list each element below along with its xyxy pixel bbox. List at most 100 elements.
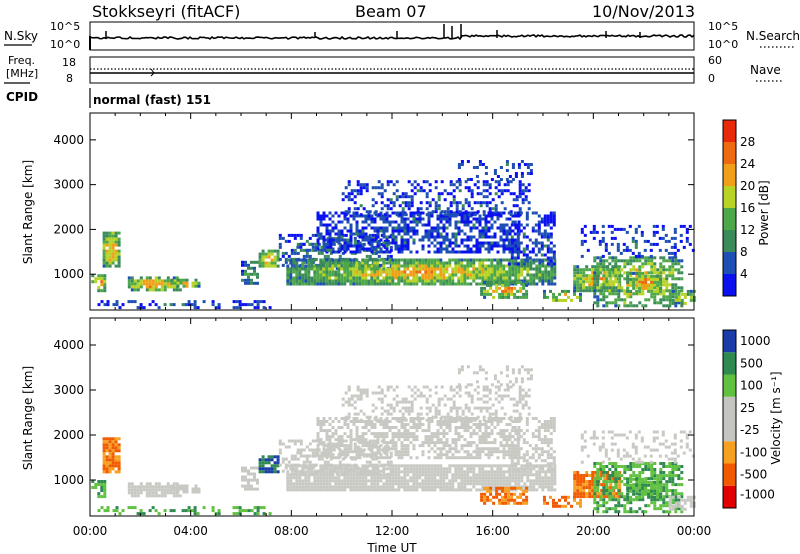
- power-cell: [442, 261, 446, 265]
- power-cell: [502, 247, 506, 251]
- velocity-cell: [281, 460, 285, 464]
- velocity-cell: [103, 489, 107, 492]
- power-cell: [608, 286, 612, 290]
- velocity-cell: [430, 476, 434, 480]
- velocity-cell: [406, 450, 410, 454]
- power-cell: [382, 250, 386, 254]
- velocity-cell: [535, 470, 539, 474]
- velocity-cell: [97, 492, 101, 496]
- velocity-cell: [304, 470, 308, 474]
- power-cell: [313, 273, 317, 277]
- power-cell: [403, 211, 407, 215]
- power-cell: [650, 280, 654, 284]
- power-cell: [105, 243, 109, 247]
- power-cell: [102, 261, 106, 265]
- power-cell: [105, 249, 109, 253]
- power-cell: [136, 282, 140, 286]
- power-cell: [262, 300, 266, 304]
- velocity-cell: [511, 467, 515, 471]
- velocity-cell: [493, 470, 497, 474]
- velocity-cell: [472, 432, 476, 436]
- power-cell: [540, 259, 544, 263]
- power-cell: [145, 276, 149, 280]
- velocity-cell: [328, 488, 332, 492]
- power-cell: [473, 201, 477, 205]
- power-cell: [443, 210, 447, 214]
- power-cell: [634, 254, 638, 258]
- power-cell: [522, 286, 526, 290]
- power-cell: [481, 244, 485, 248]
- power-cell: [368, 233, 372, 237]
- velocity-cell: [499, 473, 503, 477]
- velocity-cell: [136, 491, 140, 495]
- velocity-cell: [111, 455, 115, 459]
- power-cell: [519, 280, 523, 284]
- power-cell: [412, 229, 416, 233]
- velocity-cell: [460, 426, 464, 429]
- power-cell: [352, 244, 356, 248]
- velocity-cell: [108, 470, 112, 474]
- power-cell: [529, 282, 533, 286]
- velocity-cell: [241, 484, 244, 488]
- velocity-cell: [370, 453, 374, 457]
- power-cell: [483, 295, 487, 299]
- velocity-cell: [346, 444, 350, 448]
- velocity-cell: [484, 423, 488, 426]
- power-cell: [460, 211, 464, 215]
- velocity-cell: [310, 488, 314, 492]
- power-cell: [114, 243, 118, 247]
- power-cell: [172, 276, 176, 280]
- power-cell: [525, 211, 529, 215]
- power-cell: [427, 217, 431, 221]
- power-cell: [583, 239, 587, 243]
- power-cell: [409, 258, 413, 262]
- velocity-cell: [296, 439, 300, 443]
- power-cell: [496, 241, 500, 245]
- velocity-cell: [463, 426, 467, 429]
- velocity-cell: [127, 488, 131, 492]
- power-cell: [364, 235, 368, 239]
- power-cell: [445, 279, 449, 283]
- velocity-cell: [463, 473, 467, 477]
- power-cell: [478, 270, 482, 274]
- velocity-cell: [511, 450, 515, 454]
- power-cell: [626, 292, 630, 296]
- power-cell: [187, 300, 191, 304]
- velocity-cell: [350, 397, 354, 401]
- velocity-cell: [400, 426, 404, 429]
- power-cell: [421, 211, 425, 215]
- velocity-cell: [520, 467, 524, 471]
- power-cell: [454, 232, 458, 236]
- power-cell: [487, 235, 491, 239]
- power-cell: [349, 241, 353, 245]
- power-cell: [340, 232, 344, 236]
- power-cell: [632, 304, 636, 308]
- velocity-cell: [304, 464, 308, 468]
- velocity-cell: [133, 485, 137, 489]
- velocity-cell: [451, 456, 455, 460]
- power-cell: [668, 259, 672, 263]
- power-cell: [481, 267, 485, 271]
- power-cell: [679, 233, 683, 237]
- power-cell: [622, 242, 626, 246]
- velocity-cell: [151, 488, 155, 492]
- velocity-cell: [289, 464, 293, 468]
- velocity-cell: [295, 470, 299, 474]
- power-cell: [136, 285, 140, 289]
- power-cell: [599, 256, 603, 260]
- velocity-cell: [418, 470, 422, 474]
- velocity-cell: [305, 457, 309, 461]
- velocity-cell: [114, 449, 118, 453]
- power-cell: [674, 286, 678, 290]
- power-cell: [488, 186, 492, 190]
- power-cell: [510, 241, 514, 245]
- power-cell: [281, 251, 285, 255]
- power-colorbar-swatch: [723, 186, 736, 208]
- power-cell: [133, 300, 137, 304]
- velocity-cell: [331, 467, 335, 471]
- power-cell: [292, 276, 296, 280]
- power-cell: [452, 183, 456, 187]
- noise-right-tick-top: 10^5: [708, 20, 738, 33]
- power-cell: [154, 276, 158, 280]
- power-cell: [623, 304, 627, 308]
